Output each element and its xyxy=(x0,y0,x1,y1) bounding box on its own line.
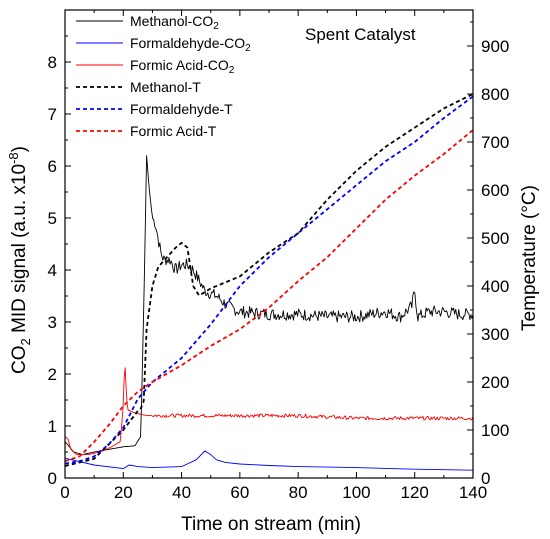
y-right-tick-label: 300 xyxy=(481,325,509,344)
x-tick-label: 40 xyxy=(172,483,191,502)
x-tick-label: 60 xyxy=(230,483,249,502)
y-left-tick-label: 1 xyxy=(48,417,57,436)
y-left-title-close: ) xyxy=(9,146,30,152)
x-tick-label: 20 xyxy=(114,483,133,502)
x-tick-label: 80 xyxy=(289,483,308,502)
series-line-5 xyxy=(64,95,474,465)
y-left-tick-label: 6 xyxy=(48,157,57,176)
legend-label: Methanol-CO2 xyxy=(130,13,219,32)
y-left-tick-label: 2 xyxy=(48,365,57,384)
y-right-tick-label: 900 xyxy=(481,37,509,56)
series-line-2 xyxy=(64,450,474,471)
x-tick-label: 0 xyxy=(60,483,69,502)
y-left-tick-label: 3 xyxy=(48,313,57,332)
x-tick-label: 100 xyxy=(342,483,370,502)
y-right-tick-label: 100 xyxy=(481,421,509,440)
legend-label: Formaldehyde-CO2 xyxy=(130,35,251,54)
y-left-tick-label: 5 xyxy=(48,209,57,228)
y-left-title-sup: -8 xyxy=(6,152,21,164)
x-tick-label: 120 xyxy=(401,483,429,502)
chart-annotation: Spent Catalyst xyxy=(305,25,416,44)
series-line-6 xyxy=(64,129,474,463)
y-left-tick-label: 0 xyxy=(48,469,57,488)
legend-label: Methanol-T xyxy=(130,79,201,95)
y-left-tick-label: 7 xyxy=(48,105,57,124)
y-right-tick-label: 600 xyxy=(481,181,509,200)
series-line-1 xyxy=(64,155,474,456)
series-layer xyxy=(64,93,474,471)
axes: 0 20 40 60 80 100 120 1400123456780100200300400… xyxy=(48,9,509,502)
y-axis-right-title: Temperature (°C) xyxy=(519,185,540,331)
legend-label: Formic Acid-T xyxy=(130,123,217,139)
y-left-tick-label: 4 xyxy=(48,261,57,280)
y-right-tick-label: 700 xyxy=(481,133,509,152)
y-right-tick-label: 400 xyxy=(481,277,509,296)
plot-frame xyxy=(64,9,474,479)
legend-label: Formic Acid-CO2 xyxy=(130,57,235,76)
x-axis-title: Time on stream (min) xyxy=(181,514,361,535)
y-left-title-rest: MID signal (a.u. x10 xyxy=(9,164,30,338)
x-tick-label: 140 xyxy=(459,483,487,502)
legend-label: Formaldehyde-T xyxy=(130,101,233,117)
series-line-4 xyxy=(64,93,474,467)
y-right-tick-label: 200 xyxy=(481,373,509,392)
y-right-tick-label: 500 xyxy=(481,229,509,248)
series-line-3 xyxy=(64,367,474,456)
y-axis-left-title: CO2 MID signal (a.u. x10-8) xyxy=(6,146,33,374)
legend: Methanol-CO2 Formaldehyde-CO2 Formic Acid-… xyxy=(76,13,251,139)
y-left-title-sub: 2 xyxy=(18,338,33,345)
y-right-tick-label: 800 xyxy=(481,85,509,104)
y-right-tick-label: 0 xyxy=(481,469,490,488)
y-left-title-main: CO xyxy=(9,345,30,374)
y-left-tick-label: 8 xyxy=(48,53,57,72)
